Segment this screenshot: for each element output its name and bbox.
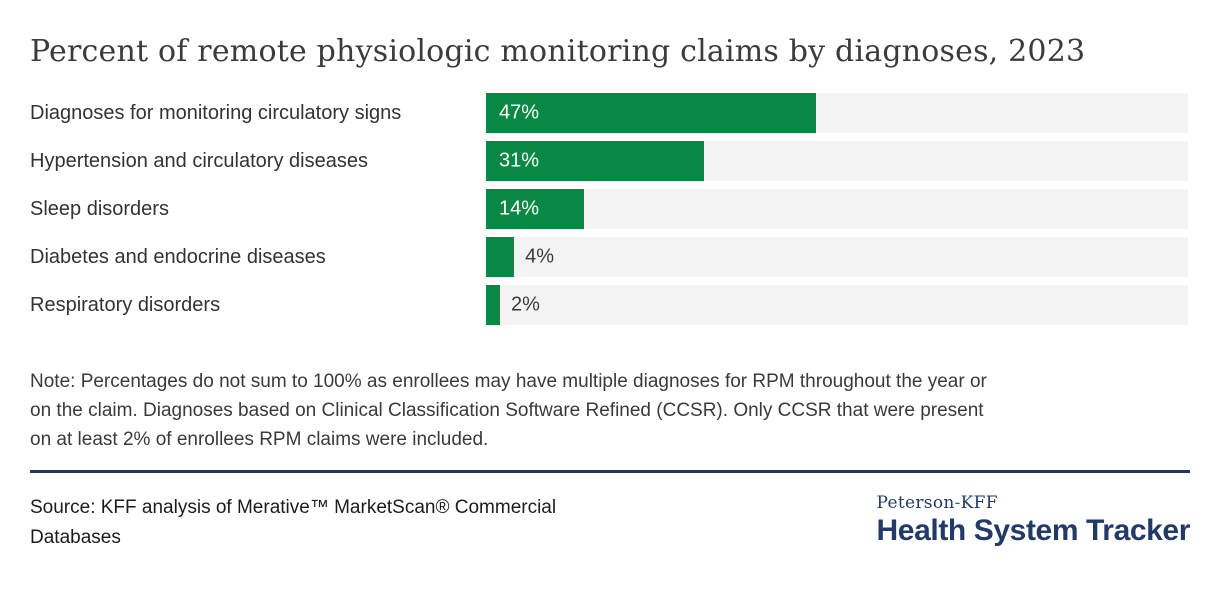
footnote: Note: Percentages do not sum to 100% as … (30, 367, 1190, 454)
bar-row: Hypertension and circulatory diseases 31… (0, 141, 1220, 181)
source-line: Source: KFF analysis of Merative™ Market… (30, 497, 557, 518)
source-citation: Source: KFF analysis of Merative™ Market… (30, 493, 556, 553)
bar-track: 47% (486, 93, 1188, 133)
bar-value-label: 14% (499, 197, 540, 220)
bar-fill (486, 93, 816, 133)
bar-track: 31% (486, 141, 1188, 181)
footnote-line: Note: Percentages do not sum to 100% as … (30, 371, 987, 392)
bar-track: 14% (486, 189, 1188, 229)
source-line: Databases (30, 527, 121, 548)
logo-wordmark: Health System Tracker (876, 514, 1191, 547)
bar-row: Diagnoses for monitoring circulatory sig… (0, 93, 1220, 133)
bar-value-label: 4% (525, 245, 554, 268)
bar-track: 4% (486, 237, 1188, 277)
bar-track: 2% (486, 285, 1188, 325)
chart-title: Percent of remote physiologic monitoring… (30, 34, 1086, 69)
category-label: Diagnoses for monitoring circulatory sig… (30, 101, 402, 124)
bar-fill (486, 189, 585, 229)
bar-value-label: 47% (499, 101, 540, 124)
bar-row: Respiratory disorders 2% (0, 285, 1220, 325)
logo-hyphen: - (954, 493, 961, 513)
peterson-kff-logo: Peterson-KFF Health System Tracker (876, 493, 1191, 548)
category-label: Hypertension and circulatory diseases (30, 149, 368, 172)
bar-fill (486, 285, 501, 325)
bar-fill (486, 237, 515, 277)
footnote-line: on at least 2% of enrollees RPM claims w… (30, 429, 489, 450)
footer: Source: KFF analysis of Merative™ Market… (30, 493, 1190, 553)
bar-value-label: 31% (499, 149, 540, 172)
category-label: Sleep disorders (30, 197, 169, 220)
bar-value-label: 2% (511, 293, 540, 316)
bar-fill (486, 141, 704, 181)
category-label: Respiratory disorders (30, 293, 221, 316)
bar-row: Sleep disorders 14% (0, 189, 1220, 229)
bar-chart: Diagnoses for monitoring circulatory sig… (0, 93, 1220, 325)
category-label: Diabetes and endocrine diseases (30, 245, 326, 268)
footnote-line: on the claim. Diagnoses based on Clinica… (30, 400, 984, 421)
logo-brand-line: Peterson-KFF (877, 493, 1190, 513)
logo-kff-text: KFF (960, 493, 998, 513)
logo-peterson-text: Peterson (876, 493, 955, 513)
footer-divider (30, 470, 1190, 473)
bar-row: Diabetes and endocrine diseases 4% (0, 237, 1220, 277)
